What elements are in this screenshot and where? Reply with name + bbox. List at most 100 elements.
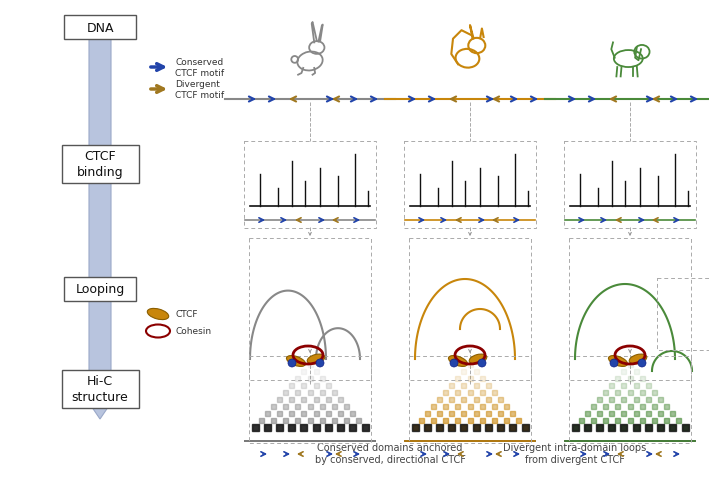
Bar (450, 383, 454, 388)
Bar (425, 425, 430, 430)
Bar (652, 390, 657, 395)
Bar (455, 404, 460, 408)
Bar (621, 396, 626, 402)
Bar (634, 411, 639, 416)
Bar (498, 411, 503, 416)
Text: DNA: DNA (86, 22, 113, 35)
Bar (411, 424, 418, 431)
Bar (683, 425, 688, 430)
Bar (473, 424, 479, 431)
Bar (418, 418, 423, 422)
Bar (313, 383, 318, 388)
Text: Looping: Looping (75, 283, 125, 296)
Bar (295, 376, 301, 381)
Bar (591, 418, 596, 422)
Bar (332, 404, 337, 408)
Bar (288, 424, 295, 431)
Bar (437, 411, 442, 416)
Bar (455, 418, 460, 422)
Bar (522, 424, 528, 431)
Bar (271, 418, 276, 422)
Bar (448, 424, 455, 431)
Text: Conserved domains anchored
by conserved, directional CTCF: Conserved domains anchored by conserved,… (315, 442, 465, 464)
Bar (609, 425, 614, 430)
Bar (523, 425, 527, 430)
Bar (338, 396, 343, 402)
Bar (313, 369, 318, 374)
Bar (301, 425, 306, 430)
Bar (510, 411, 515, 416)
Bar (608, 424, 615, 431)
Bar (627, 376, 632, 381)
Bar (467, 404, 472, 408)
Bar (276, 424, 283, 431)
Bar (413, 425, 418, 430)
Bar (646, 383, 651, 388)
Bar (326, 425, 331, 430)
Bar (308, 362, 313, 367)
Bar (516, 418, 521, 422)
Bar (640, 390, 644, 395)
Circle shape (288, 359, 296, 367)
Bar (621, 383, 626, 388)
Bar (289, 411, 294, 416)
Bar (498, 396, 503, 402)
Bar (301, 424, 308, 431)
Bar (591, 404, 596, 408)
Bar (657, 424, 664, 431)
Bar (313, 425, 318, 430)
Bar (474, 383, 479, 388)
Bar (474, 425, 479, 430)
Bar (450, 425, 454, 430)
Bar (450, 411, 454, 416)
Bar (646, 396, 651, 402)
Bar (670, 425, 675, 430)
Bar (264, 411, 269, 416)
Bar (431, 404, 436, 408)
Bar (584, 424, 591, 431)
Bar (437, 425, 442, 430)
Bar (627, 418, 632, 422)
Bar (640, 418, 644, 422)
Text: CTCF: CTCF (175, 310, 198, 319)
Bar (326, 383, 331, 388)
Bar (492, 404, 497, 408)
Bar (436, 424, 443, 431)
Bar (634, 383, 639, 388)
Bar (579, 418, 584, 422)
Bar (264, 425, 269, 430)
Bar (338, 425, 343, 430)
Bar (670, 411, 675, 416)
Bar (338, 411, 343, 416)
Bar (277, 425, 282, 430)
Bar (337, 424, 344, 431)
Bar (332, 418, 337, 422)
Bar (634, 369, 639, 374)
Bar (658, 396, 663, 402)
Bar (640, 376, 644, 381)
Bar (497, 424, 504, 431)
Bar (462, 411, 467, 416)
Bar (474, 369, 479, 374)
Circle shape (316, 359, 324, 367)
Bar (437, 396, 442, 402)
Bar (609, 396, 614, 402)
Bar (424, 424, 431, 431)
Bar (627, 362, 632, 367)
Bar (467, 418, 472, 422)
Ellipse shape (147, 309, 169, 320)
Bar (646, 425, 651, 430)
Bar (609, 383, 614, 388)
Bar (615, 376, 620, 381)
Bar (634, 396, 639, 402)
Bar (301, 369, 306, 374)
Bar (301, 411, 306, 416)
Bar (620, 424, 627, 431)
Bar (344, 418, 349, 422)
Bar (332, 390, 337, 395)
Bar (462, 369, 467, 374)
Bar (277, 411, 282, 416)
Bar (252, 425, 257, 430)
Bar (492, 418, 497, 422)
Bar (289, 383, 294, 388)
